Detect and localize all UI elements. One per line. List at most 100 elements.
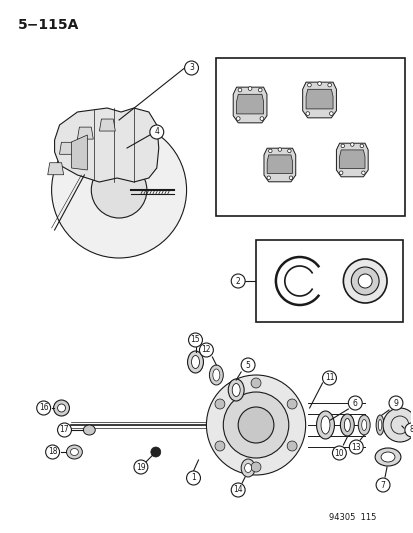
Text: 2: 2 [235,277,240,286]
Polygon shape [339,150,364,168]
Circle shape [305,112,309,116]
Circle shape [231,274,244,288]
Circle shape [258,88,261,92]
Bar [255,240,402,322]
Ellipse shape [344,418,349,432]
Ellipse shape [228,379,244,401]
Circle shape [250,378,260,388]
Ellipse shape [377,419,381,431]
Circle shape [388,396,402,410]
Circle shape [382,408,413,442]
Polygon shape [59,142,75,154]
Circle shape [240,358,254,372]
Ellipse shape [212,369,219,381]
Text: 4: 4 [154,127,159,136]
Ellipse shape [374,448,400,466]
Circle shape [206,375,305,475]
Circle shape [347,396,361,410]
Ellipse shape [57,404,65,412]
Polygon shape [47,163,64,175]
Circle shape [359,144,363,148]
Ellipse shape [244,464,251,472]
Circle shape [45,445,59,459]
Polygon shape [77,127,93,139]
Ellipse shape [357,415,369,435]
Circle shape [223,392,288,458]
Circle shape [287,441,297,451]
Circle shape [361,171,364,174]
Circle shape [237,407,273,443]
Text: 10: 10 [334,448,343,457]
Circle shape [259,117,263,120]
Polygon shape [233,87,266,123]
Circle shape [349,440,362,454]
Text: 8: 8 [408,425,413,434]
Ellipse shape [316,411,334,439]
Circle shape [91,162,147,218]
Circle shape [134,460,147,474]
Circle shape [340,144,344,148]
Circle shape [150,125,164,139]
Ellipse shape [361,419,366,431]
Circle shape [278,148,281,151]
Circle shape [250,462,260,472]
Polygon shape [266,155,292,173]
Text: 5: 5 [245,360,250,369]
Circle shape [214,399,224,409]
Circle shape [188,333,202,347]
Text: 94305  115: 94305 115 [329,513,376,522]
Circle shape [351,267,378,295]
Text: 14: 14 [233,486,242,495]
Circle shape [52,122,186,258]
Bar [216,58,404,216]
Ellipse shape [240,459,254,477]
Ellipse shape [209,365,223,385]
Text: 5−115A: 5−115A [18,18,79,32]
Circle shape [214,441,224,451]
Circle shape [287,399,297,409]
Text: 17: 17 [59,425,69,434]
Circle shape [322,371,336,385]
Circle shape [332,446,346,460]
Polygon shape [55,108,159,182]
Circle shape [237,88,241,92]
Circle shape [307,83,311,87]
Text: 13: 13 [351,442,360,451]
Polygon shape [302,82,336,118]
Ellipse shape [339,414,354,436]
Text: 6: 6 [352,399,357,408]
Ellipse shape [375,415,383,435]
Circle shape [339,171,342,174]
Text: 12: 12 [201,345,211,354]
Text: 19: 19 [136,463,145,472]
Ellipse shape [66,445,82,459]
Polygon shape [305,90,332,109]
Text: 1: 1 [191,473,195,482]
Polygon shape [99,119,115,131]
Text: 7: 7 [380,481,385,489]
Ellipse shape [187,351,203,373]
Circle shape [404,423,413,437]
Circle shape [231,483,244,497]
Polygon shape [336,143,367,177]
Ellipse shape [83,425,95,435]
Polygon shape [71,135,87,170]
Circle shape [329,112,332,116]
Text: 3: 3 [189,63,194,72]
Circle shape [268,149,271,152]
Text: 15: 15 [190,335,200,344]
Circle shape [375,478,389,492]
Circle shape [287,149,290,152]
Ellipse shape [191,356,199,368]
Circle shape [289,176,292,180]
Ellipse shape [53,400,69,416]
Circle shape [248,87,252,91]
Circle shape [266,176,270,180]
Text: 11: 11 [324,374,333,383]
Ellipse shape [70,448,78,456]
Circle shape [57,423,71,437]
Circle shape [350,143,353,146]
Polygon shape [263,148,295,182]
Ellipse shape [320,416,329,434]
Circle shape [186,471,200,485]
